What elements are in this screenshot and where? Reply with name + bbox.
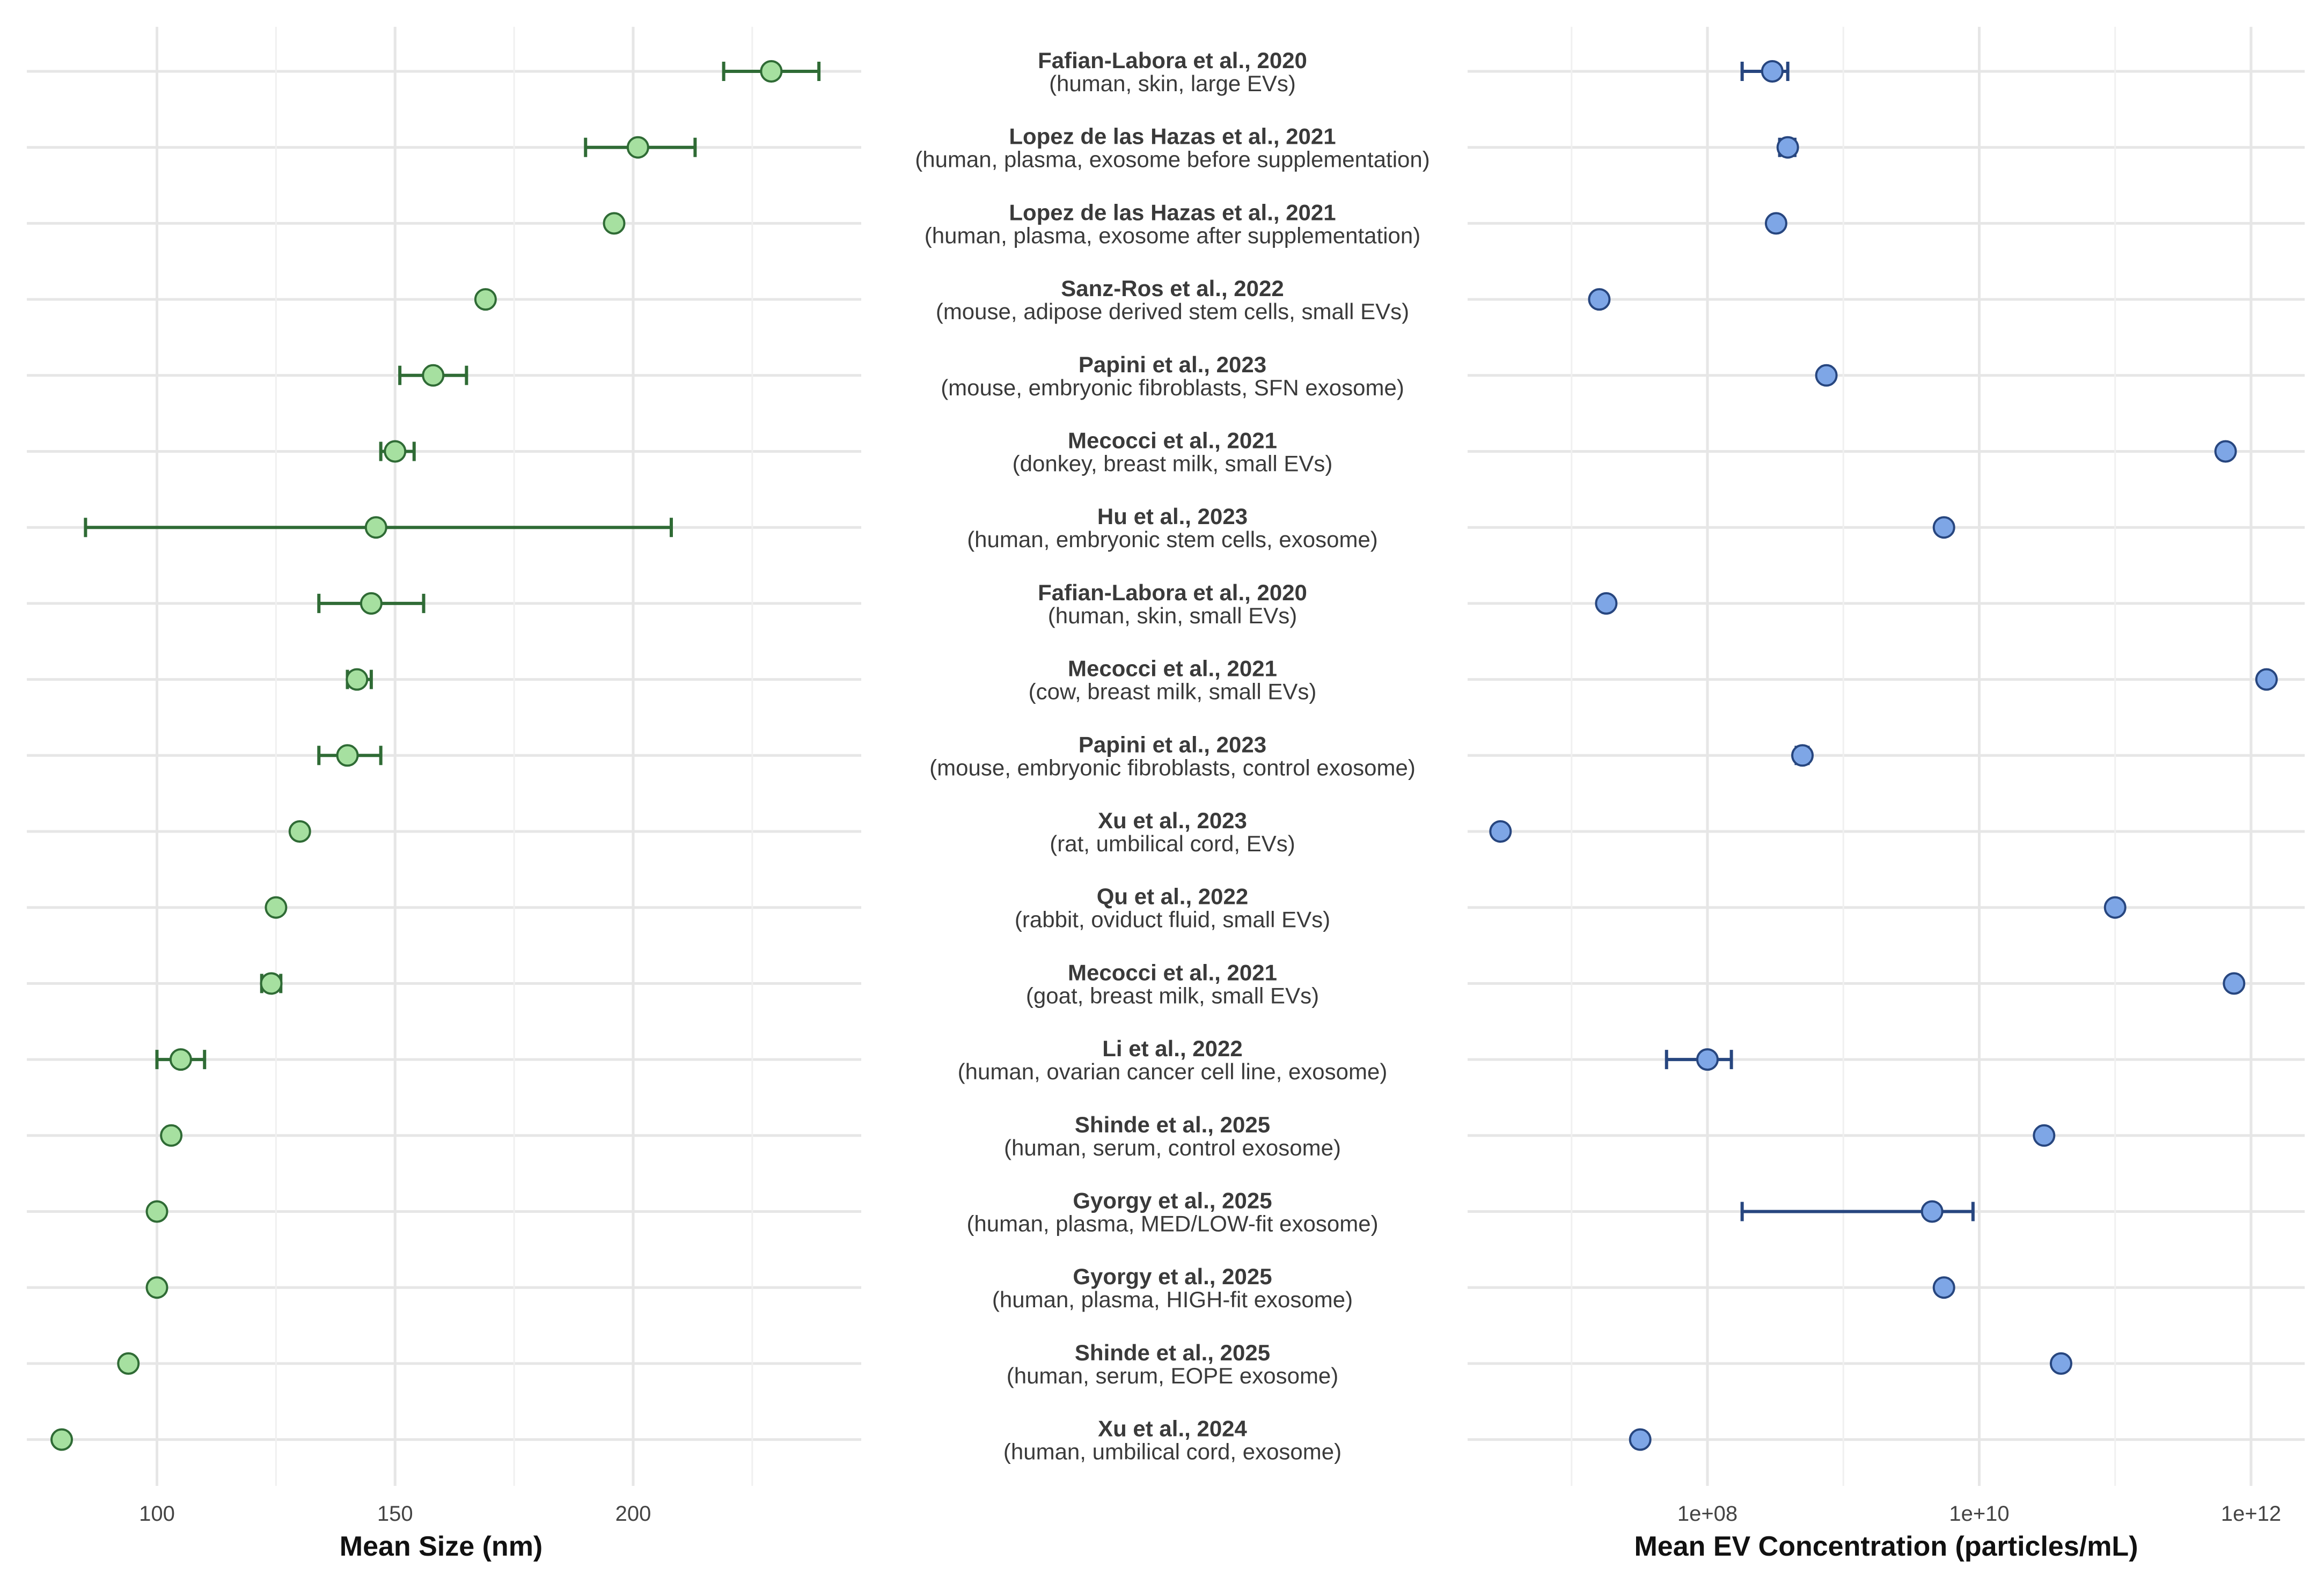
concentration-point — [1932, 1276, 1955, 1299]
concentration-point — [1791, 744, 1814, 767]
study-label-title: Fafian-Labora et al., 2020 — [1038, 48, 1307, 73]
ev-concentration-gridlines — [1468, 27, 2305, 1486]
concentration-point — [2033, 1124, 2056, 1147]
size-tick-label: 150 — [377, 1502, 413, 1526]
study-label-detail: (goat, breast milk, small EVs) — [1026, 983, 1319, 1008]
study-label-detail: (human, embryonic stem cells, exosome) — [967, 527, 1378, 552]
concentration-tick-label: 1e+10 — [1949, 1502, 2009, 1526]
study-label-detail: (mouse, adipose derived stem cells, smal… — [936, 299, 1409, 324]
mean-size-panel: 100 150 200 Mean Size (nm) — [27, 27, 861, 1562]
concentration-point — [1489, 820, 1512, 843]
size-point — [288, 820, 311, 843]
study-label-title: Sanz-Ros et al., 2022 — [1061, 276, 1284, 301]
study-label-title: Mecocci et al., 2021 — [1068, 656, 1277, 681]
size-point — [336, 744, 359, 767]
study-label-detail: (human, plasma, MED/LOW-fit exosome) — [966, 1211, 1378, 1236]
study-label-title: Papini et al., 2023 — [1079, 732, 1266, 757]
size-point — [117, 1352, 140, 1375]
size-point — [160, 1124, 183, 1147]
study-label-detail: (human, plasma, exosome after supplement… — [925, 223, 1420, 248]
study-label-detail: (rabbit, oviduct fluid, small EVs) — [1015, 907, 1330, 932]
concentration-point — [1696, 1048, 1719, 1071]
study-label-title: Qu et al., 2022 — [1097, 884, 1248, 909]
study-label-title: Lopez de las Hazas et al., 2021 — [1009, 200, 1336, 225]
mean-size-axis-title: Mean Size (nm) — [340, 1531, 543, 1562]
study-label-title: Shinde et al., 2025 — [1075, 1112, 1270, 1137]
study-label-detail: (human, skin, large EVs) — [1049, 71, 1296, 96]
concentration-tick-label: 1e+08 — [1677, 1502, 1737, 1526]
study-label-title: Mecocci et al., 2021 — [1068, 960, 1277, 985]
ev-concentration-marks — [1489, 60, 2278, 1451]
study-label-title: Papini et al., 2023 — [1079, 352, 1266, 377]
mean-size-marks — [50, 60, 821, 1451]
ev-concentration-axis-title: Mean EV Concentration (particles/mL) — [1634, 1531, 2138, 1562]
ev-concentration-panel: 1e+08 1e+10 1e+12 Mean EV Concentration (p… — [1468, 27, 2305, 1562]
size-point — [626, 136, 649, 159]
concentration-tick-label: 1e+12 — [2221, 1502, 2281, 1526]
concentration-point — [2223, 972, 2246, 995]
concentration-point — [1932, 516, 1955, 539]
study-label-detail: (cow, breast milk, small EVs) — [1029, 679, 1317, 704]
size-point — [603, 212, 626, 235]
concentration-point — [2255, 668, 2278, 691]
size-point — [360, 592, 383, 615]
study-label-title: Gyorgy et al., 2025 — [1073, 1264, 1272, 1289]
size-point — [50, 1428, 73, 1451]
study-label-title: Li et al., 2022 — [1102, 1036, 1242, 1061]
size-point — [760, 60, 783, 83]
study-label-detail: (mouse, embryonic fibroblasts, control e… — [929, 755, 1416, 780]
size-tick-label: 100 — [139, 1502, 175, 1526]
size-point — [169, 1048, 192, 1071]
concentration-point — [2103, 896, 2127, 919]
study-label-detail: (human, umbilical cord, exosome) — [1003, 1439, 1341, 1464]
study-label-detail: (human, plasma, exosome before supplemen… — [915, 147, 1430, 172]
study-label-detail: (human, skin, small EVs) — [1048, 603, 1297, 628]
size-point — [364, 516, 387, 539]
study-labels: Fafian-Labora et al., 2020(human, skin, … — [915, 48, 1430, 1464]
study-label-detail: (rat, umbilical cord, EVs) — [1050, 831, 1295, 856]
concentration-point — [2214, 440, 2237, 463]
study-label-title: Shinde et al., 2025 — [1075, 1340, 1270, 1365]
concentration-point — [2049, 1352, 2072, 1375]
concentration-point — [1761, 60, 1784, 83]
concentration-point — [1595, 592, 1618, 615]
study-label-title: Xu et al., 2024 — [1098, 1416, 1247, 1441]
study-label-title: Gyorgy et al., 2025 — [1073, 1188, 1272, 1213]
concentration-point — [1920, 1200, 1944, 1223]
concentration-point — [1815, 364, 1838, 387]
size-point — [474, 288, 497, 311]
study-label-title: Hu et al., 2023 — [1097, 504, 1248, 529]
study-label-title: Xu et al., 2023 — [1098, 808, 1247, 833]
size-tick-label: 200 — [615, 1502, 651, 1526]
study-label-detail: (donkey, breast milk, small EVs) — [1013, 451, 1333, 476]
study-label-title: Mecocci et al., 2021 — [1068, 428, 1277, 453]
size-point — [260, 972, 283, 995]
concentration-point — [1629, 1428, 1652, 1451]
study-label-detail: (human, ovarian cancer cell line, exosom… — [958, 1059, 1388, 1084]
study-label-detail: (human, serum, control exosome) — [1004, 1135, 1341, 1160]
study-label-title: Lopez de las Hazas et al., 2021 — [1009, 124, 1336, 149]
study-label-title: Fafian-Labora et al., 2020 — [1038, 580, 1307, 605]
ev-concentration-tick-labels: 1e+08 1e+10 1e+12 — [1677, 1502, 2281, 1526]
size-point — [384, 440, 407, 463]
study-label-detail: (human, serum, EOPE exosome) — [1007, 1363, 1339, 1388]
study-label-detail: (mouse, embryonic fibroblasts, SFN exoso… — [941, 375, 1404, 400]
concentration-point — [1776, 136, 1799, 159]
study-label-detail: (human, plasma, HIGH-fit exosome) — [992, 1287, 1353, 1312]
size-point — [145, 1276, 168, 1299]
size-point — [265, 896, 288, 919]
mean-size-tick-labels: 100 150 200 — [139, 1502, 651, 1526]
size-point — [145, 1200, 168, 1223]
size-point — [422, 364, 445, 387]
size-point — [346, 668, 369, 691]
concentration-point — [1764, 212, 1787, 235]
concentration-point — [1588, 288, 1611, 311]
mean-size-gridlines — [27, 27, 861, 1486]
